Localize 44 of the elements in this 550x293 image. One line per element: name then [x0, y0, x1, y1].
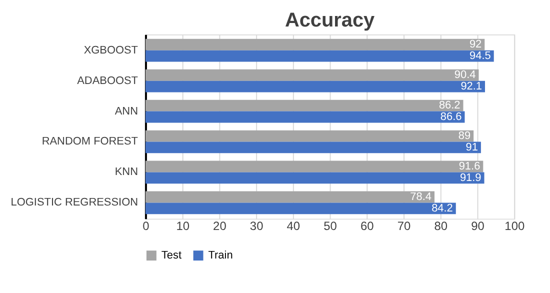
data-label: 91.9 [460, 172, 482, 184]
data-label: 94.5 [470, 50, 491, 62]
x-tick-label: 0 [142, 219, 150, 234]
bar [145, 80, 486, 92]
x-tick-label: 60 [360, 219, 374, 234]
bar [145, 172, 484, 184]
x-tick-label: 20 [213, 219, 227, 234]
data-label: 84.2 [432, 202, 453, 214]
x-tick-label: 50 [324, 219, 338, 234]
y-tick-label: RANDOM FOREST [42, 136, 138, 148]
legend-label: Train [208, 250, 233, 262]
bar [145, 50, 494, 62]
y-tick-label: KNN [114, 166, 138, 178]
x-tick-label: 100 [504, 219, 525, 234]
x-tick-label: 40 [286, 219, 300, 234]
data-label: 86.2 [438, 100, 460, 112]
bar [145, 130, 474, 142]
bar [145, 142, 481, 154]
bar [145, 38, 485, 50]
legend-label: Test [161, 250, 182, 262]
bar [145, 111, 465, 123]
x-tick-label: 90 [471, 219, 485, 234]
data-label: 89 [458, 130, 471, 142]
data-label: 91.6 [458, 160, 480, 172]
bar [145, 160, 484, 172]
x-tick-label: 70 [397, 219, 412, 234]
data-label: 92 [469, 38, 482, 51]
y-tick-label: ADABOOST [77, 74, 138, 87]
chart-title: Accuracy [284, 9, 375, 32]
data-label: 90.4 [454, 69, 476, 82]
bar [145, 69, 479, 81]
bar [145, 191, 434, 203]
y-tick-label: ANN [114, 105, 138, 118]
x-tick-label: 10 [176, 219, 190, 234]
y-tick-label: XGBOOST [84, 44, 138, 56]
data-label: 91 [466, 141, 478, 154]
data-label: 86.6 [440, 110, 462, 123]
data-label: 92.1 [460, 80, 482, 93]
bar [145, 202, 456, 214]
x-tick-label: 80 [434, 219, 448, 234]
bar [145, 100, 464, 112]
x-tick-label: 30 [250, 219, 264, 234]
data-label: 78.4 [410, 190, 432, 203]
y-tick-label: LOGISTIC REGRESSION [10, 196, 138, 209]
